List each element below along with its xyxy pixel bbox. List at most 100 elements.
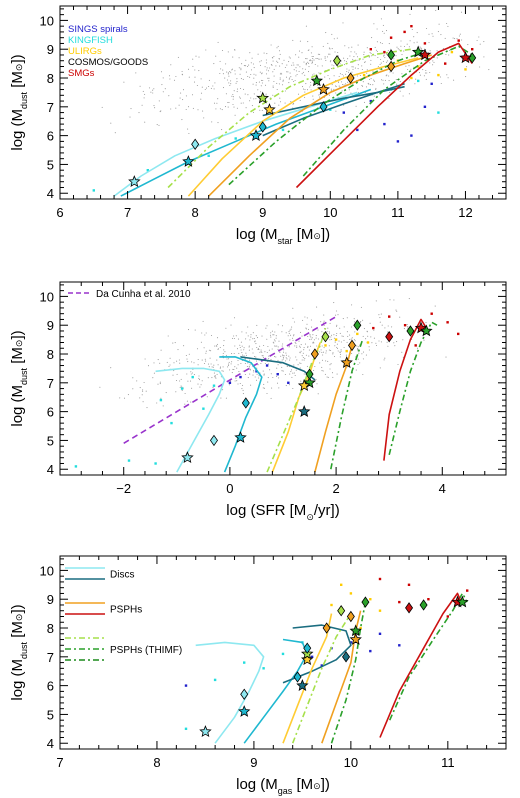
cloud-dot	[311, 62, 313, 64]
cloud-dot	[353, 318, 355, 320]
cloud-dot	[429, 62, 431, 64]
cloud-dot	[306, 89, 309, 91]
cloud-dot	[342, 335, 344, 337]
cloud-dot	[327, 42, 329, 44]
cloud-dot	[232, 56, 234, 58]
cloud-dot	[306, 323, 308, 325]
cloud-dot	[356, 349, 359, 351]
cloud-dot	[253, 369, 255, 372]
label-part: ])	[9, 330, 26, 339]
cloud-dot	[222, 389, 224, 391]
cloud-dot	[261, 109, 263, 111]
cloud-dot	[369, 84, 371, 86]
cloud-dot	[220, 397, 222, 399]
cloud-dot	[365, 86, 368, 88]
cloud-dot	[466, 66, 468, 68]
cloud-dot	[186, 373, 188, 375]
cloud-dot	[256, 324, 258, 326]
cloud-dot	[367, 335, 369, 337]
cloud-dot	[248, 367, 250, 369]
cloud-dot	[349, 334, 351, 336]
cloud-dot	[223, 349, 225, 351]
cloud-dot	[452, 37, 454, 39]
cloud-dot	[328, 345, 330, 347]
cloud-dot	[255, 356, 257, 358]
cloud-dot	[330, 336, 332, 338]
cloud-dot	[381, 324, 383, 326]
cloud-dot	[180, 385, 182, 387]
x-tick-label: 12	[458, 205, 472, 220]
cloud-dot	[219, 346, 221, 349]
cloud-dot	[327, 360, 329, 362]
cloud-dot	[395, 309, 397, 311]
cloud-dot	[341, 90, 343, 92]
cloud-dot	[253, 67, 255, 69]
scatter-point	[239, 375, 242, 379]
label-part: dust	[19, 91, 29, 109]
cloud-dot	[265, 62, 268, 64]
cloud-dot	[277, 45, 279, 47]
cloud-dot	[241, 331, 243, 333]
cloud-dot	[402, 339, 404, 341]
cloud-dot	[305, 58, 307, 60]
cloud-dot	[226, 79, 229, 81]
cloud-dot	[266, 351, 268, 354]
cloud-dot	[363, 54, 365, 56]
cloud-dot	[407, 327, 409, 329]
cloud-dot	[428, 33, 430, 35]
cloud-dot	[205, 332, 207, 334]
cloud-dot	[279, 101, 282, 103]
plot-frame	[59, 555, 507, 750]
cloud-dot	[259, 64, 262, 66]
scatter-point	[388, 315, 391, 318]
cloud-dot	[276, 345, 278, 347]
cloud-dot	[197, 364, 199, 366]
cloud-dot	[331, 372, 334, 374]
cloud-dot	[408, 46, 410, 48]
series-line-1	[195, 641, 265, 744]
cloud-dot	[388, 80, 390, 82]
cloud-dot	[370, 336, 372, 338]
cloud-dot	[445, 53, 447, 56]
scatter-point	[74, 465, 78, 468]
star-marker	[340, 356, 353, 368]
label-part: dust	[19, 367, 29, 385]
cloud-dot	[200, 341, 202, 343]
scatter-point	[287, 381, 290, 384]
x-tick-label: 9	[250, 755, 257, 770]
cloud-dot	[305, 63, 308, 65]
cloud-dot	[265, 59, 267, 61]
cloud-dot	[348, 89, 350, 91]
diamond-marker	[241, 397, 250, 409]
cloud-dot	[373, 80, 376, 82]
cloud-dot	[402, 95, 404, 97]
scatter-point	[369, 598, 372, 601]
cloud-dot	[369, 78, 371, 81]
cloud-dot	[138, 112, 140, 114]
cloud-dot	[330, 349, 332, 352]
scatter-point	[349, 641, 353, 644]
cloud-dot	[432, 64, 434, 66]
cloud-dot	[170, 64, 172, 66]
cloud-dot	[326, 330, 328, 332]
cloud-dot	[262, 370, 264, 372]
cloud-dot	[413, 42, 415, 44]
cloud-dot	[408, 79, 410, 81]
series-lines	[123, 315, 438, 473]
cloud-dot	[253, 93, 255, 95]
cloud-dot	[228, 101, 230, 104]
cloud-dot	[173, 362, 175, 364]
cloud-dot	[259, 71, 261, 73]
cloud-dot	[292, 372, 294, 374]
scatter-point	[430, 82, 433, 85]
cloud-dot	[217, 98, 219, 100]
cloud-dot	[393, 299, 395, 301]
cloud-dot	[212, 85, 214, 87]
cloud-dot	[300, 380, 302, 382]
cloud-dot	[230, 80, 232, 82]
cloud-dot	[295, 70, 297, 72]
diamond-marker	[305, 368, 314, 380]
cloud-dot	[232, 98, 234, 100]
cloud-dot	[321, 359, 324, 361]
label-part: star	[278, 236, 293, 246]
